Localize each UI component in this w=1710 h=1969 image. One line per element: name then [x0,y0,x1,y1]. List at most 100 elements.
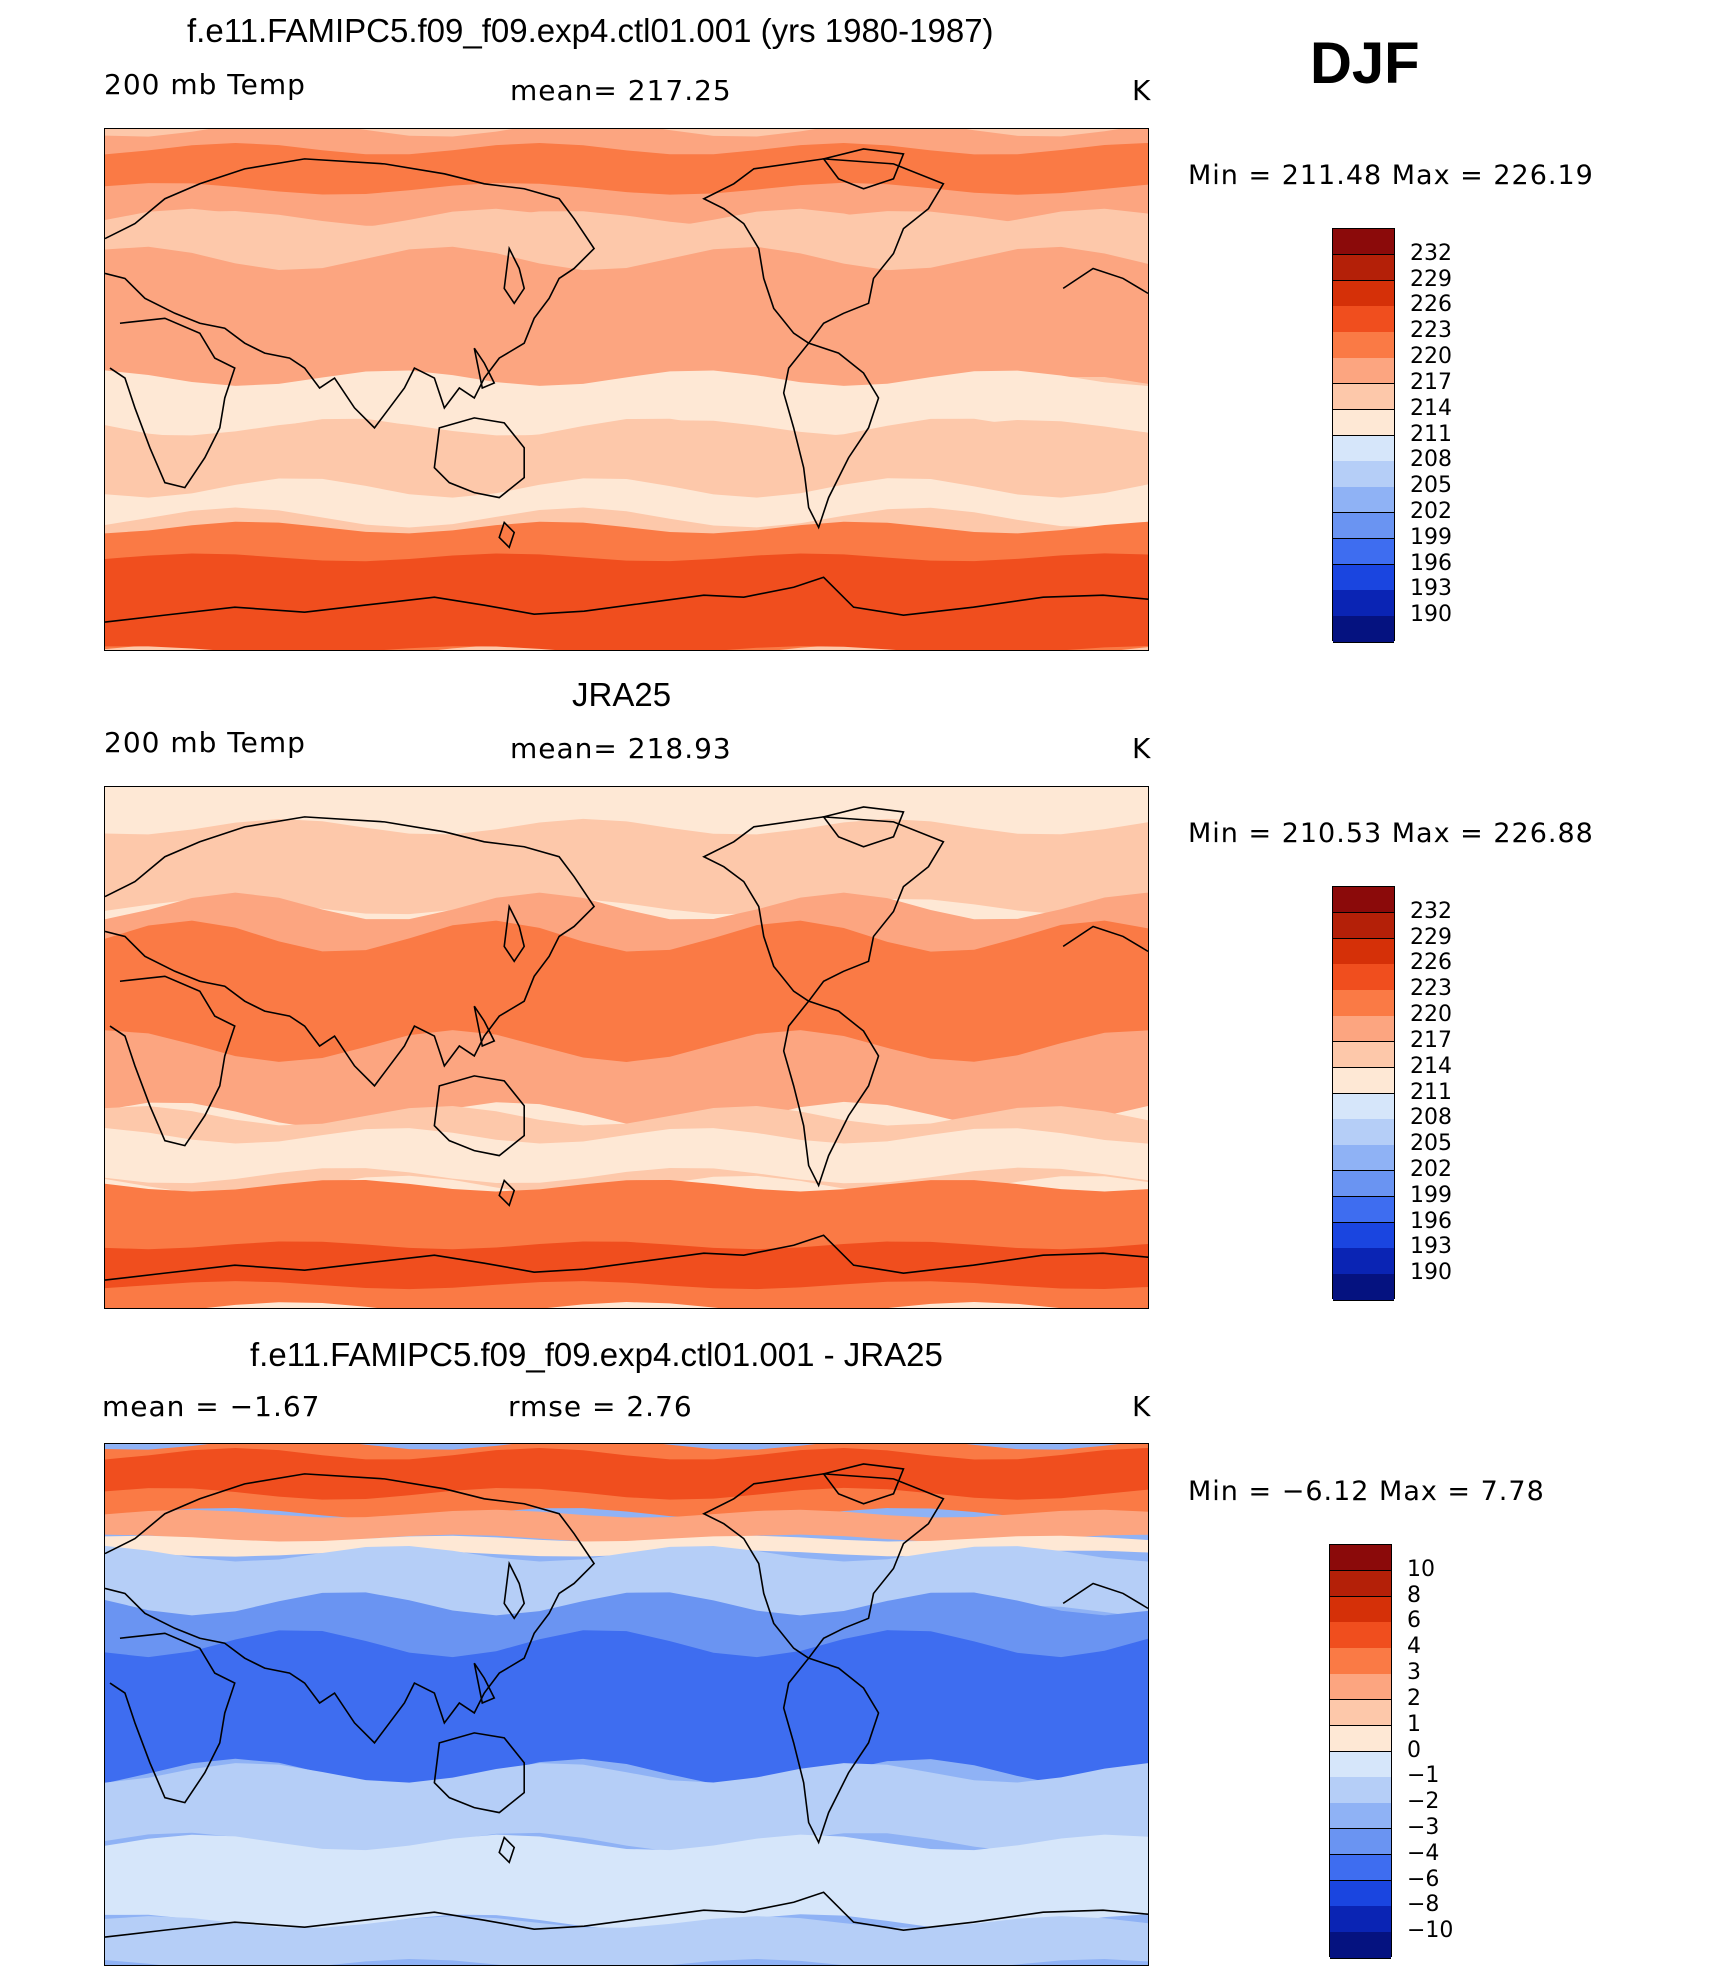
panel2-title: JRA25 [572,676,672,713]
colorbar-tick-label: −8 [1407,1892,1440,1918]
coastline [822,148,905,190]
colorbar-tick-label: 223 [1410,976,1452,1002]
colorbar-swatch [1333,564,1394,591]
colorbar-tick-label: 193 [1410,1234,1452,1260]
colorbar-tick-label: 232 [1410,240,1452,266]
coastline [433,417,525,499]
colorbar-tick-label: −4 [1407,1840,1440,1866]
colorbar-tick-label: 208 [1410,447,1452,473]
contour-band [105,1834,1148,1931]
coastline [109,317,236,489]
contour-band [105,1630,1148,1787]
colorbar-swatch [1330,1828,1391,1856]
panel1-minmax: Min = 211.48 Max = 226.19 [1188,160,1594,191]
colorbar-swatch [1333,1119,1394,1146]
colorbar-swatch [1330,1545,1391,1572]
colorbar-swatch [1333,1170,1394,1198]
colorbar-tick-label: 208 [1410,1105,1452,1131]
contour-band [105,553,1148,650]
colorbar-tick-label: 226 [1410,292,1452,318]
coastline [702,816,945,1003]
panel1-colorbar [1332,228,1395,643]
colorbar-tick-label: 0 [1407,1737,1421,1763]
colorbar-tick-label: 193 [1410,576,1452,602]
colorbar-swatch [1333,409,1394,436]
coastline [109,975,236,1147]
panel3-colorbar [1329,1544,1392,1959]
colorbar-swatch [1333,254,1394,282]
colorbar-tick-label: 1 [1407,1711,1421,1737]
coastline [105,1234,1148,1281]
colorbar-swatch [1333,990,1394,1017]
colorbar-tick-label: 8 [1407,1582,1421,1608]
colorbar-swatch [1333,616,1394,643]
coastline [1062,267,1148,295]
colorbar-swatch [1333,461,1394,488]
colorbar-swatch [1330,1854,1391,1882]
colorbar-tick-label: −2 [1407,1789,1440,1815]
coastline [105,158,596,430]
colorbar-swatch [1330,1803,1391,1830]
panel3-minmax: Min = −6.12 Max = 7.78 [1188,1476,1545,1507]
colorbar-swatch [1330,1648,1391,1675]
colorbar-swatch [1330,1880,1391,1907]
panel1-map [104,128,1149,651]
colorbar-swatch [1333,1041,1394,1069]
panel1-units-label: K [1132,74,1152,107]
colorbar-tick-label: 217 [1410,1027,1452,1053]
colorbar-tick-label: 232 [1410,898,1452,924]
colorbar-tick-label: 214 [1410,395,1452,421]
colorbar-swatch [1333,912,1394,940]
colorbar-swatch [1330,1622,1391,1649]
coastline [105,816,596,1088]
coastline [109,1632,236,1804]
colorbar-swatch [1333,590,1394,617]
colorbar-tick-label: 220 [1410,344,1452,370]
colorbar-swatch [1333,887,1394,914]
contour-band [105,818,1148,915]
colorbar-swatch [1333,1067,1394,1094]
panel2-colorbar [1332,886,1395,1301]
coastline [1062,1582,1148,1610]
coastline [782,1657,880,1845]
coastline [433,1732,525,1814]
contour-band [105,246,1148,400]
panel2-units-label: K [1132,732,1152,765]
panel3-map [104,1443,1149,1966]
colorbar-tick-label: 229 [1410,266,1452,292]
colorbar-tick-label: 10 [1407,1556,1435,1582]
colorbar-tick-label: 211 [1410,421,1452,447]
colorbar-tick-label: −6 [1407,1866,1440,1892]
coastline [473,1662,496,1705]
contour-band [105,1447,1148,1500]
colorbar-tick-label: 196 [1410,1208,1452,1234]
contour-band [105,1509,1148,1543]
colorbar-swatch [1333,383,1394,411]
colorbar-swatch [1333,1093,1394,1120]
colorbar-swatch [1330,1751,1391,1778]
panel3-mean-label: mean = −1.67 [102,1390,321,1423]
colorbar-swatch [1333,280,1394,307]
colorbar-swatch [1333,1248,1394,1275]
colorbar-swatch [1330,1570,1391,1598]
colorbar-tick-label: 6 [1407,1608,1421,1634]
colorbar-swatch [1333,306,1394,333]
colorbar-tick-label: −3 [1407,1814,1440,1840]
colorbar-tick-label: −10 [1407,1918,1454,1944]
contour-band [105,920,1148,1062]
coastline [782,1000,880,1188]
colorbar-tick-label: 199 [1410,1182,1452,1208]
panel1-mean-label: mean= 217.25 [510,74,732,107]
colorbar-tick-label: 217 [1410,369,1452,395]
panel2-variable-label: 200 mb Temp [104,726,306,759]
season-label: DJF [1310,31,1420,96]
colorbar-swatch [1330,1699,1391,1727]
coastline [433,1075,525,1157]
colorbar-tick-label: 223 [1410,318,1452,344]
panel3-rmse-label: rmse = 2.76 [508,1390,693,1423]
contour-band [105,1535,1148,1557]
coastline [498,1836,516,1864]
colorbar-tick-label: 202 [1410,1156,1452,1182]
coastline [498,521,516,549]
colorbar-swatch [1330,1596,1391,1623]
